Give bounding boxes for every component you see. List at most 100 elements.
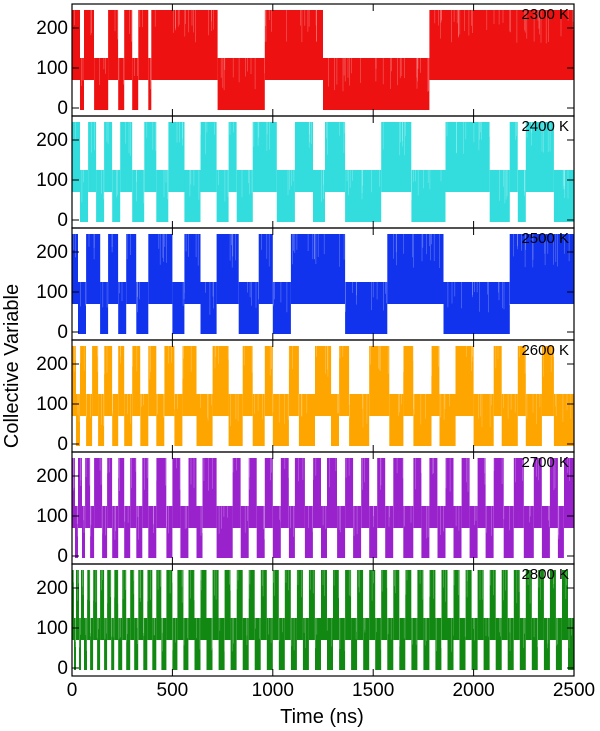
state-segment	[230, 618, 237, 670]
state-segment	[232, 458, 241, 528]
panel-frame	[71, 563, 575, 677]
state-segment	[531, 618, 538, 670]
state-segment	[264, 458, 273, 528]
y-axis-title: Collective Variable	[1, 284, 23, 448]
state-segment	[96, 170, 105, 222]
state-segment	[385, 506, 394, 558]
state-segment	[132, 170, 145, 222]
state-segment	[272, 394, 289, 446]
state-segment	[321, 570, 327, 640]
state-segment	[148, 506, 157, 558]
state-segment	[455, 346, 474, 416]
state-segment	[88, 122, 97, 192]
state-segment	[184, 234, 201, 304]
state-segment	[381, 122, 412, 192]
y-tick-label: 200	[36, 354, 68, 375]
state-segment	[439, 394, 456, 446]
state-segment	[280, 458, 289, 528]
state-segment	[413, 458, 422, 528]
state-segment	[503, 506, 514, 558]
state-segment	[132, 346, 141, 416]
state-segment	[124, 10, 133, 80]
state-segment	[278, 618, 285, 670]
state-segment	[122, 570, 127, 640]
state-segment	[256, 506, 265, 558]
state-segment	[557, 506, 564, 558]
state-segment	[345, 570, 352, 640]
state-segment	[284, 570, 291, 640]
state-segment	[108, 10, 119, 80]
state-segment	[84, 618, 87, 670]
state-segment	[172, 282, 185, 334]
state-segment	[525, 570, 532, 640]
state-segment	[351, 618, 358, 670]
panel-temperature-label: 2500 K	[521, 230, 569, 247]
y-tick-label: 200	[36, 242, 68, 263]
state-segment	[369, 346, 390, 416]
state-segment	[553, 394, 574, 446]
state-segment	[517, 170, 526, 222]
state-segment	[196, 506, 203, 558]
state-segment	[429, 570, 436, 640]
state-segment	[252, 122, 277, 192]
state-segment	[118, 458, 125, 528]
state-segment	[114, 570, 119, 640]
state-segment	[76, 394, 80, 446]
state-segment	[302, 618, 309, 670]
state-segment	[288, 506, 295, 558]
state-segment	[469, 506, 478, 558]
state-segment	[264, 346, 273, 416]
state-segment	[290, 618, 297, 670]
state-segment	[76, 570, 79, 640]
state-segment	[238, 282, 259, 334]
x-tick-label: 2000	[452, 680, 494, 701]
state-segment	[79, 618, 81, 670]
state-segment	[248, 570, 255, 640]
state-segment	[477, 570, 484, 640]
state-segment	[413, 394, 432, 446]
state-segment	[453, 570, 460, 640]
state-segment	[393, 570, 400, 640]
panel-2700-k: 0 100 200 2700 K	[36, 451, 575, 567]
state-segment	[130, 570, 135, 640]
state-segment	[174, 394, 183, 446]
state-segment	[92, 346, 99, 416]
state-segment	[236, 570, 243, 640]
state-segment	[80, 58, 84, 110]
state-segment	[377, 458, 386, 528]
state-segment	[242, 346, 253, 416]
state-segment	[86, 394, 93, 446]
state-segment	[345, 282, 388, 334]
state-segment	[112, 394, 119, 446]
state-segment	[473, 394, 494, 446]
state-segment	[104, 346, 113, 416]
state-segment	[84, 10, 94, 80]
panel-temperature-label: 2700 K	[521, 454, 569, 471]
state-segment	[164, 346, 175, 416]
state-segment	[465, 570, 472, 640]
state-segment	[525, 122, 554, 192]
state-segment	[136, 506, 143, 558]
state-segment	[260, 570, 267, 640]
state-segment	[421, 506, 430, 558]
state-segment	[144, 122, 157, 192]
panel-temperature-label: 2800 K	[521, 566, 569, 583]
state-segment	[369, 506, 378, 558]
panel-2300-k: 0 100 200 2300 K	[36, 3, 575, 119]
y-tick-label: 0	[57, 434, 68, 455]
state-segment	[90, 506, 95, 558]
state-segment	[90, 618, 94, 670]
state-segment	[236, 170, 253, 222]
state-segment	[148, 58, 152, 110]
state-segment	[353, 506, 362, 558]
state-segment	[345, 458, 354, 528]
state-segment	[216, 506, 233, 558]
state-segment	[147, 570, 153, 640]
state-segment	[339, 618, 346, 670]
state-segment	[212, 570, 219, 640]
state-segment	[543, 618, 550, 670]
state-segment	[161, 618, 167, 670]
state-segment	[142, 458, 149, 528]
x-tick-label: 0	[67, 680, 78, 701]
state-segment	[81, 570, 84, 640]
